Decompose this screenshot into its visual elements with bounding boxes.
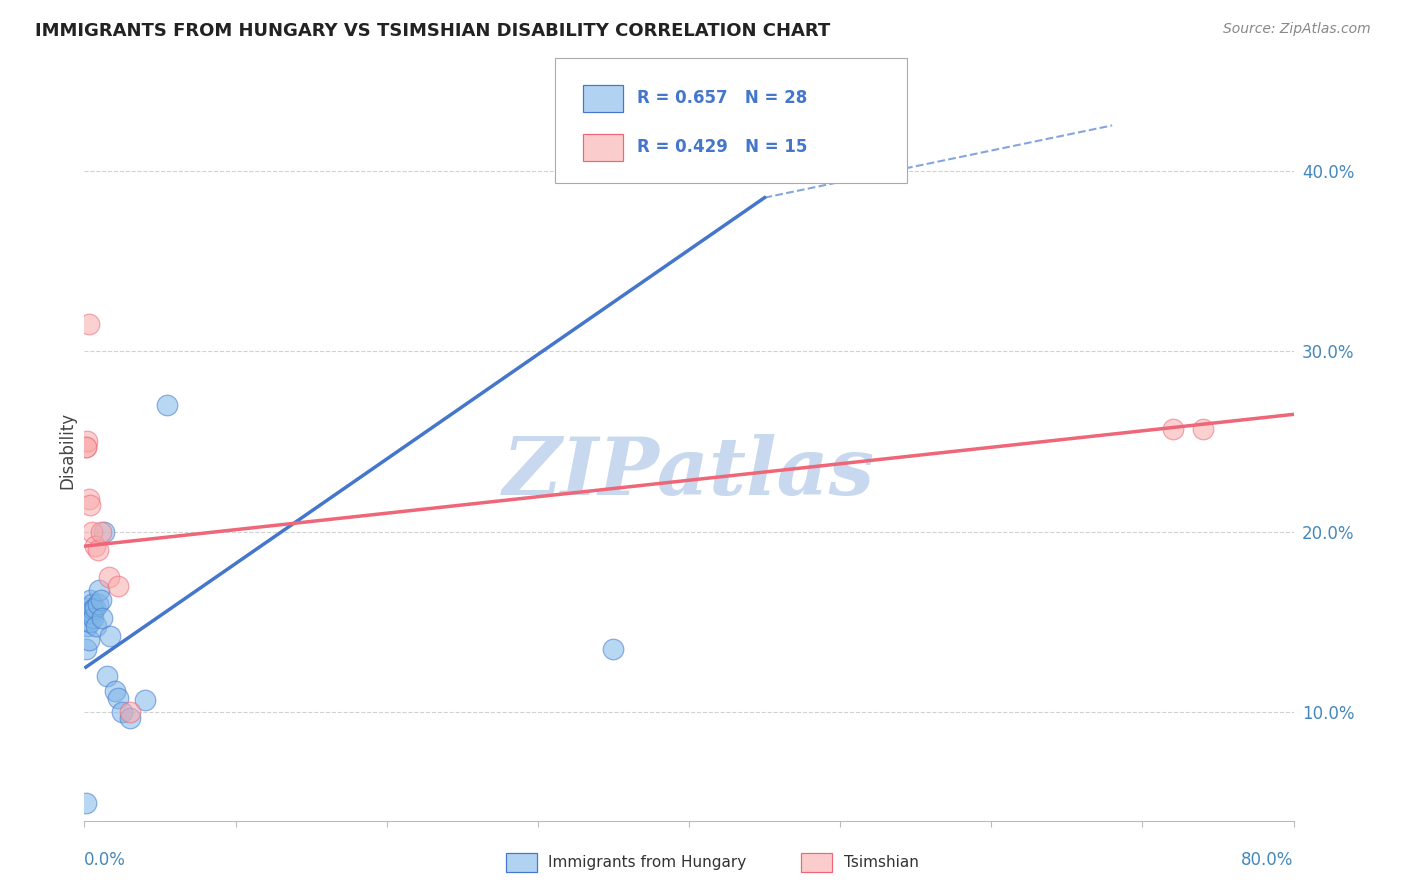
Point (80, 597, 103, 611)
Point (75, 440, 97, 454)
Point (82, 611, 104, 625)
Text: Tsimshian: Tsimshian (844, 855, 918, 870)
Text: R = 0.429   N = 15: R = 0.429 N = 15 (637, 138, 807, 156)
Point (77, 317, 100, 331)
Point (91, 611, 114, 625)
Text: Source: ZipAtlas.com: Source: ZipAtlas.com (1223, 22, 1371, 37)
Y-axis label: Disability: Disability (58, 412, 76, 489)
Point (75, 440, 97, 454)
Point (87, 597, 110, 611)
Point (118, 711, 141, 725)
Point (79, 593, 101, 607)
Point (86, 618, 108, 632)
Text: 0.0%: 0.0% (84, 851, 127, 869)
Point (89, 582, 111, 597)
Point (93, 524, 115, 539)
Text: ZIPatlas: ZIPatlas (503, 434, 875, 511)
Point (1192, 422, 1215, 436)
Point (107, 579, 129, 593)
Point (77, 492, 100, 507)
Point (97, 570, 120, 584)
Point (90, 593, 112, 607)
Text: Immigrants from Hungary: Immigrants from Hungary (548, 855, 747, 870)
Point (82, 602, 104, 616)
Point (77, 633, 100, 648)
Point (80, 606, 103, 620)
Point (77, 606, 100, 620)
Point (134, 692, 156, 706)
Point (75, 796, 97, 810)
Point (156, 398, 179, 412)
Point (118, 706, 141, 720)
Point (87, 542, 110, 557)
Point (104, 683, 127, 698)
Point (76, 600, 98, 615)
Point (75, 642, 97, 657)
Point (96, 669, 118, 683)
Point (90, 524, 112, 539)
Point (84, 539, 107, 553)
Point (79, 615, 101, 629)
Point (602, 642, 624, 657)
Point (76, 618, 98, 632)
Point (98, 630, 121, 644)
Point (76, 434, 98, 449)
Point (107, 690, 129, 705)
Point (111, 706, 134, 720)
Text: 80.0%: 80.0% (1241, 851, 1294, 869)
Point (79, 498, 101, 512)
Point (84, 600, 107, 615)
Text: R = 0.657   N = 28: R = 0.657 N = 28 (637, 89, 807, 107)
Point (80, 524, 103, 539)
Text: IMMIGRANTS FROM HUNGARY VS TSIMSHIAN DISABILITY CORRELATION CHART: IMMIGRANTS FROM HUNGARY VS TSIMSHIAN DIS… (35, 22, 831, 40)
Point (1161, 422, 1184, 436)
